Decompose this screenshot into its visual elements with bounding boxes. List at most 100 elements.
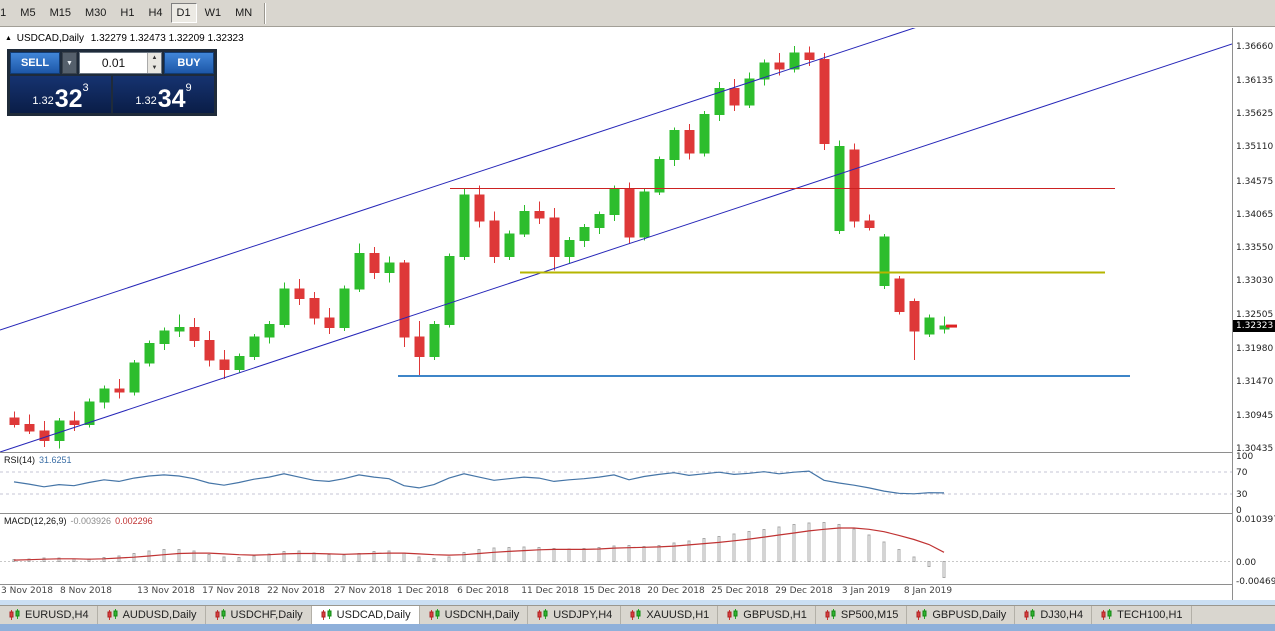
date-axis-label: 6 Dec 2018	[457, 586, 509, 596]
date-axis-label: 27 Nov 2018	[334, 586, 392, 596]
mini-chart-icon	[215, 609, 226, 620]
buy-price-sup: 9	[185, 82, 192, 94]
tab-label: USDCHF,Daily	[230, 609, 303, 621]
timeframe-m15[interactable]: M15	[49, 7, 71, 19]
date-axis-label: 1 Dec 2018	[397, 586, 449, 596]
tab-label: AUDUSD,Daily	[122, 609, 197, 621]
date-axis-label: 22 Nov 2018	[267, 586, 325, 596]
panel-separator[interactable]	[0, 513, 1275, 514]
rsi-plot[interactable]	[0, 453, 1232, 513]
tab-label: USDCAD,Daily	[336, 609, 411, 621]
rsi-value: 31.6251	[39, 455, 72, 465]
mini-chart-icon	[9, 609, 20, 620]
mini-chart-icon	[825, 609, 836, 620]
tab-sp500-m15[interactable]: SP500,M15	[816, 606, 908, 624]
mini-chart-icon	[1101, 609, 1112, 620]
volume-box: ▲ ▼	[79, 52, 162, 74]
buy-price-prefix: 1.32	[135, 95, 157, 107]
tab-label: DJ30,H4	[1040, 609, 1084, 621]
date-axis-label: 13 Nov 2018	[137, 586, 195, 596]
date-axis-label: 20 Dec 2018	[647, 586, 705, 596]
timeframe-h1[interactable]: H1	[120, 7, 135, 19]
macd-axis-label: 0.00	[1236, 557, 1257, 568]
tab-tech100-h1[interactable]: TECH100,H1	[1092, 606, 1192, 624]
rsi-axis-label: 30	[1236, 489, 1248, 500]
panel-separator	[0, 584, 1275, 585]
timeframe-m1[interactable]: M1	[0, 7, 7, 19]
date-axis-label: 11 Dec 2018	[521, 586, 579, 596]
mini-chart-icon	[630, 609, 641, 620]
tab-label: GBPUSD,Daily	[932, 609, 1007, 621]
tab-dj30-h4[interactable]: DJ30,H4	[1015, 606, 1093, 624]
tab-eurusd-h4[interactable]: EURUSD,H4	[0, 606, 98, 624]
one-click-trading-panel: SELL ▼ ▲ ▼ BUY 1.32 32 3 1.3	[7, 49, 217, 116]
date-axis-label: 29 Dec 2018	[775, 586, 833, 596]
buy-price-big: 34	[157, 84, 186, 113]
horizontal-scrollbar[interactable]	[0, 600, 1275, 605]
tab-label: EURUSD,H4	[25, 609, 89, 621]
rsi-axis-label: 100	[1236, 452, 1254, 462]
price-axis-label: 1.34575	[1236, 176, 1274, 187]
tab-xauusd-h1[interactable]: XAUUSD,H1	[621, 606, 719, 624]
macd-plot[interactable]	[0, 514, 1232, 584]
price-chart-panel: ▲ USDCAD,Daily 1.32279 1.32473 1.32209 1…	[0, 28, 1232, 452]
chart-tab-bar: EURUSD,H4 AUDUSD,Daily USDCHF,Daily USDCAD,…	[0, 605, 1275, 624]
timeframe-m30[interactable]: M30	[84, 7, 107, 19]
sell-price-sup: 3	[82, 82, 89, 94]
tab-label: GBPUSD,H1	[743, 609, 807, 621]
price-axis-label: 1.30435	[1236, 444, 1274, 454]
tab-usdcnh-daily[interactable]: USDCNH,Daily	[420, 606, 529, 624]
price-axis-label: 1.35110	[1236, 142, 1274, 153]
price-axis-label: 1.31470	[1236, 377, 1274, 388]
price-axis-label: 1.36135	[1236, 75, 1274, 86]
date-axis-label: 8 Nov 2018	[60, 586, 112, 596]
price-axis-label: 1.34065	[1236, 209, 1274, 220]
volume-input[interactable]	[80, 53, 147, 73]
volume-dropdown-icon[interactable]: ▼	[62, 52, 77, 74]
date-axis-label: 3 Nov 2018	[1, 586, 53, 596]
macd-panel: MACD(12,26,9) -0.003926 0.002296	[0, 514, 1232, 584]
price-axis-label: 1.32505	[1236, 310, 1274, 321]
buy-button[interactable]: BUY	[164, 52, 214, 74]
price-axis-column: 1.36660 1.36135 1.35625 1.35110 1.34575 1.340…	[1232, 28, 1275, 600]
volume-spin-up-icon[interactable]: ▲	[148, 53, 161, 63]
chart-symbol-period: USDCAD,Daily	[16, 33, 84, 44]
volume-spin-down-icon[interactable]: ▼	[148, 63, 161, 73]
window-bottom-edge	[0, 624, 1275, 631]
timeframe-d1[interactable]: D1	[170, 3, 197, 23]
tab-usdjpy-h4[interactable]: USDJPY,H4	[528, 606, 622, 624]
date-axis: 3 Nov 2018 8 Nov 2018 13 Nov 2018 17 Nov 20…	[0, 585, 1232, 599]
timeframe-mn[interactable]: MN	[235, 7, 253, 19]
timeframe-h4[interactable]: H4	[148, 7, 163, 19]
timeframe-w1[interactable]: W1	[204, 7, 222, 19]
price-axis-label: 1.35625	[1236, 108, 1274, 119]
sell-button[interactable]: SELL	[10, 52, 60, 74]
chart-marker-icon: ▲	[5, 35, 12, 42]
date-axis-label: 17 Nov 2018	[202, 586, 260, 596]
price-axis-label: 1.36660	[1236, 42, 1274, 52]
macd-main-value: -0.003926	[70, 516, 112, 526]
buy-price-display[interactable]: 1.32 34 9	[113, 76, 214, 113]
macd-name: MACD(12,26,9)	[4, 516, 67, 526]
chart-ohlc-values: 1.32279 1.32473 1.32209 1.32323	[90, 33, 244, 44]
candlestick-chart[interactable]	[0, 28, 1232, 452]
tab-usdcad-daily[interactable]: USDCAD,Daily	[311, 606, 420, 624]
tab-gbpusd-h1[interactable]: GBPUSD,H1	[718, 606, 816, 624]
tab-audusd-daily[interactable]: AUDUSD,Daily	[98, 606, 206, 624]
mini-chart-icon	[107, 609, 118, 620]
price-axis-label: 1.30945	[1236, 411, 1274, 422]
panel-separator[interactable]	[0, 452, 1275, 453]
mini-chart-icon	[1024, 609, 1035, 620]
rsi-axis-label: 0	[1236, 506, 1242, 516]
mini-chart-icon	[727, 609, 738, 620]
sell-price-display[interactable]: 1.32 32 3	[10, 76, 111, 113]
mini-chart-icon	[537, 609, 548, 620]
macd-label: MACD(12,26,9) -0.003926 0.002296	[4, 516, 153, 526]
price-axis-label: 1.33550	[1236, 242, 1274, 253]
timeframe-m5[interactable]: M5	[20, 7, 36, 19]
rsi-label: RSI(14) 31.6251	[4, 455, 72, 465]
tab-gbpusd-daily[interactable]: GBPUSD,Daily	[907, 606, 1016, 624]
price-axis-label: 1.31980	[1236, 344, 1274, 355]
tab-usdchf-daily[interactable]: USDCHF,Daily	[206, 606, 312, 624]
